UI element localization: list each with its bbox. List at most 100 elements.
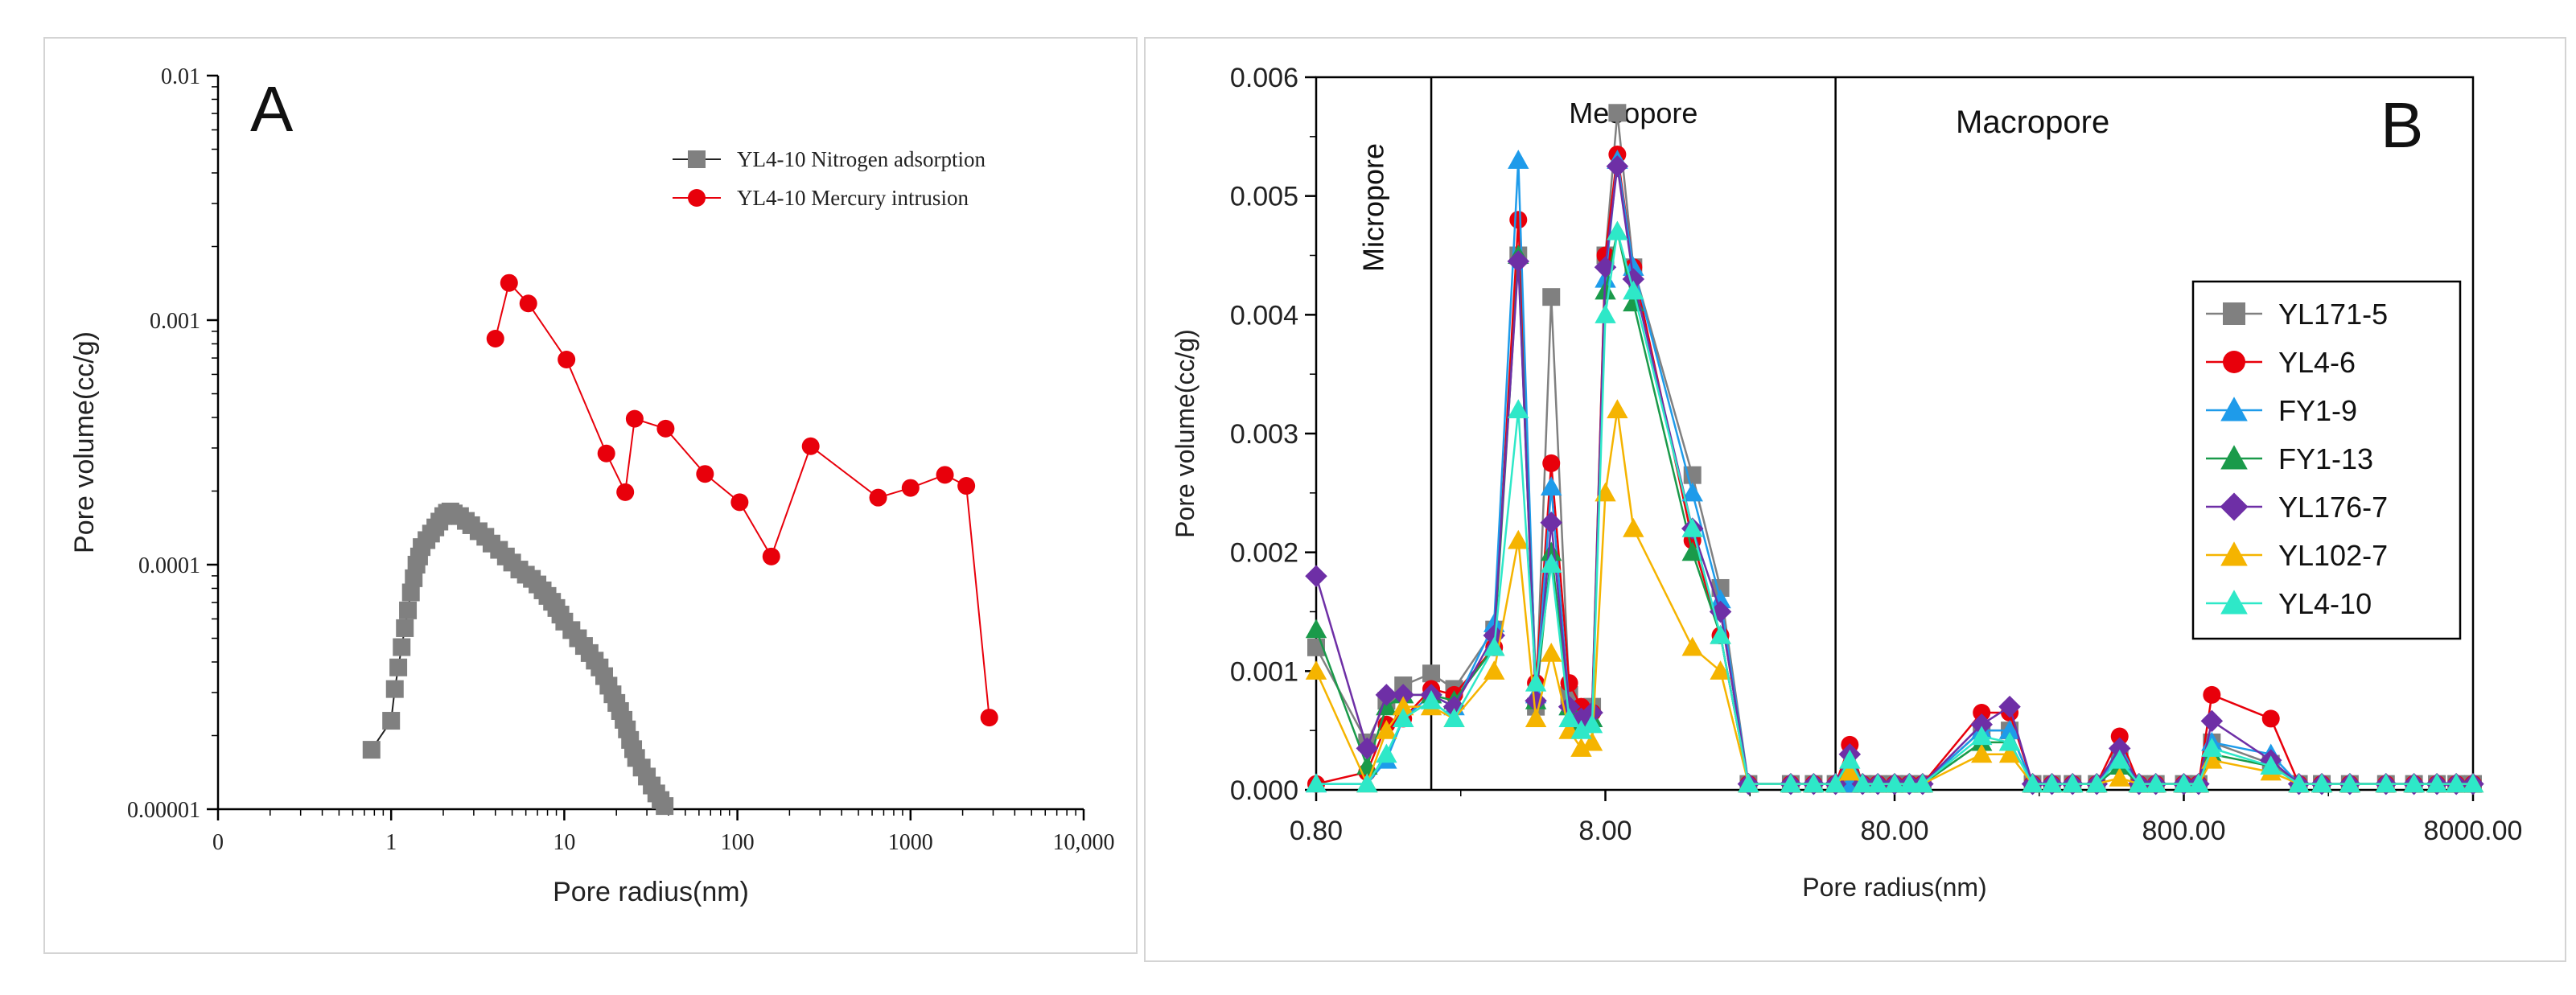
data-point [2403, 773, 2425, 793]
region-label-mesopore: Mesopore [1569, 97, 1697, 130]
y-tick-label: 0.0001 [138, 553, 200, 578]
data-point [936, 466, 954, 484]
data-point [1970, 713, 1993, 736]
legend-label: FY1-13 [2278, 442, 2373, 475]
data-point [2109, 767, 2130, 787]
data-point [2445, 773, 2467, 793]
x-axis-label: Pore radius(nm) [1802, 873, 1986, 902]
data-point [1570, 738, 1592, 757]
data-point [1623, 280, 1644, 300]
data-point [1541, 541, 1562, 561]
data-point [1508, 399, 1529, 419]
data-point [1866, 773, 1889, 793]
data-point [2426, 773, 2448, 793]
data-point [1541, 642, 1562, 662]
data-point [1376, 743, 1397, 763]
legend-marker [2220, 590, 2248, 615]
y-tick-label: 0.000 [1230, 775, 1298, 806]
data-point [901, 479, 920, 497]
data-point [1803, 773, 1825, 793]
data-point [1883, 773, 1906, 793]
data-point [1608, 104, 1627, 122]
data-point [2086, 773, 2108, 793]
legend-label: YL4-10 Mercury intrusion [737, 186, 969, 210]
legend-b: YL171-5 YL4-6 FY1-9 FY1-13 YL176-7 YL102-7 YL4… [2191, 280, 2462, 640]
data-point [1442, 695, 1466, 718]
data-point [1607, 220, 1628, 241]
y-axis-label: Pore volume(cc/g) [1171, 329, 1200, 538]
data-point [1780, 773, 1802, 793]
data-point [1839, 749, 1861, 769]
data-point [1623, 517, 1644, 537]
data-point [616, 483, 635, 501]
data-point [1525, 672, 1547, 692]
data-point [1570, 719, 1592, 739]
legend-marker [2223, 351, 2245, 373]
legend-label: YL176-7 [2278, 491, 2388, 524]
data-point [1541, 476, 1562, 496]
y-tick-label: 0.006 [1230, 63, 1298, 93]
x-tick-label: 0.80 [1290, 816, 1343, 846]
x-tick-label: 1 [385, 830, 397, 855]
x-tick-label: 0 [212, 830, 224, 855]
data-point [1596, 246, 1615, 265]
data-point [2203, 685, 2221, 704]
legend-label: FY1-9 [2278, 394, 2357, 427]
data-point [1356, 773, 1378, 793]
data-point [1305, 660, 1327, 680]
x-tick-label: 1000 [888, 830, 933, 855]
data-point [2200, 709, 2224, 733]
data-point [382, 712, 401, 730]
data-point [801, 437, 820, 455]
data-point [869, 488, 887, 507]
data-point [405, 569, 423, 587]
data-point [1607, 399, 1628, 419]
data-point [1595, 304, 1616, 323]
data-point [1541, 553, 1562, 573]
legend-marker [2220, 397, 2248, 421]
y-tick-label: 0.01 [161, 64, 200, 89]
x-tick-label: 8000.00 [2424, 816, 2523, 846]
data-point [957, 477, 976, 495]
data-point [1422, 664, 1441, 683]
x-tick-label: 8.00 [1578, 816, 1632, 846]
data-point [1710, 660, 1731, 680]
data-point [1839, 761, 1861, 781]
series-yl4-10 [1305, 220, 2484, 793]
chart-panel-a: 0 1 10 100 1000 10,000 0.00001 0.0001 0.001 0.01 P… [43, 37, 1138, 954]
region-label-macropore: Macropore [1956, 105, 2109, 140]
data-point [2041, 773, 2063, 793]
data-point [625, 409, 644, 428]
data-point [1305, 773, 1327, 793]
legend-label: YL171-5 [2278, 298, 2388, 331]
data-point [762, 547, 780, 565]
data-point [2109, 749, 2130, 769]
x-axis-label: Pore radius(nm) [553, 877, 749, 907]
data-point [1681, 541, 1703, 561]
data-point [1542, 454, 1561, 472]
data-point [1483, 636, 1505, 656]
chart-a-svg: 0 1 10 100 1000 10,000 0.00001 0.0001 0.001 0.01 P… [69, 64, 1115, 907]
data-point [401, 583, 420, 602]
data-point [1606, 155, 1629, 178]
data-point [1825, 773, 1846, 793]
data-point [1558, 695, 1581, 718]
data-point [1622, 268, 1645, 290]
data-point [656, 419, 675, 438]
y-tick-label: 0.001 [150, 309, 200, 334]
data-point [1483, 660, 1505, 680]
y-axis-label: Pore volume(cc/g) [69, 331, 100, 553]
y-tick-label: 0.005 [1230, 182, 1298, 212]
data-point [1305, 565, 1327, 587]
x-tick-label: 80.00 [1860, 816, 1928, 846]
data-point [1681, 482, 1703, 502]
data-point [1420, 690, 1442, 709]
panel-label-b: B [2381, 89, 2423, 161]
data-point [2462, 773, 2484, 793]
legend-label: YL102-7 [2278, 539, 2388, 572]
panel-label-a: A [250, 73, 294, 145]
data-point [2187, 773, 2210, 793]
data-point [1558, 708, 1580, 727]
legend-marker [2223, 302, 2245, 325]
data-point [362, 741, 381, 759]
